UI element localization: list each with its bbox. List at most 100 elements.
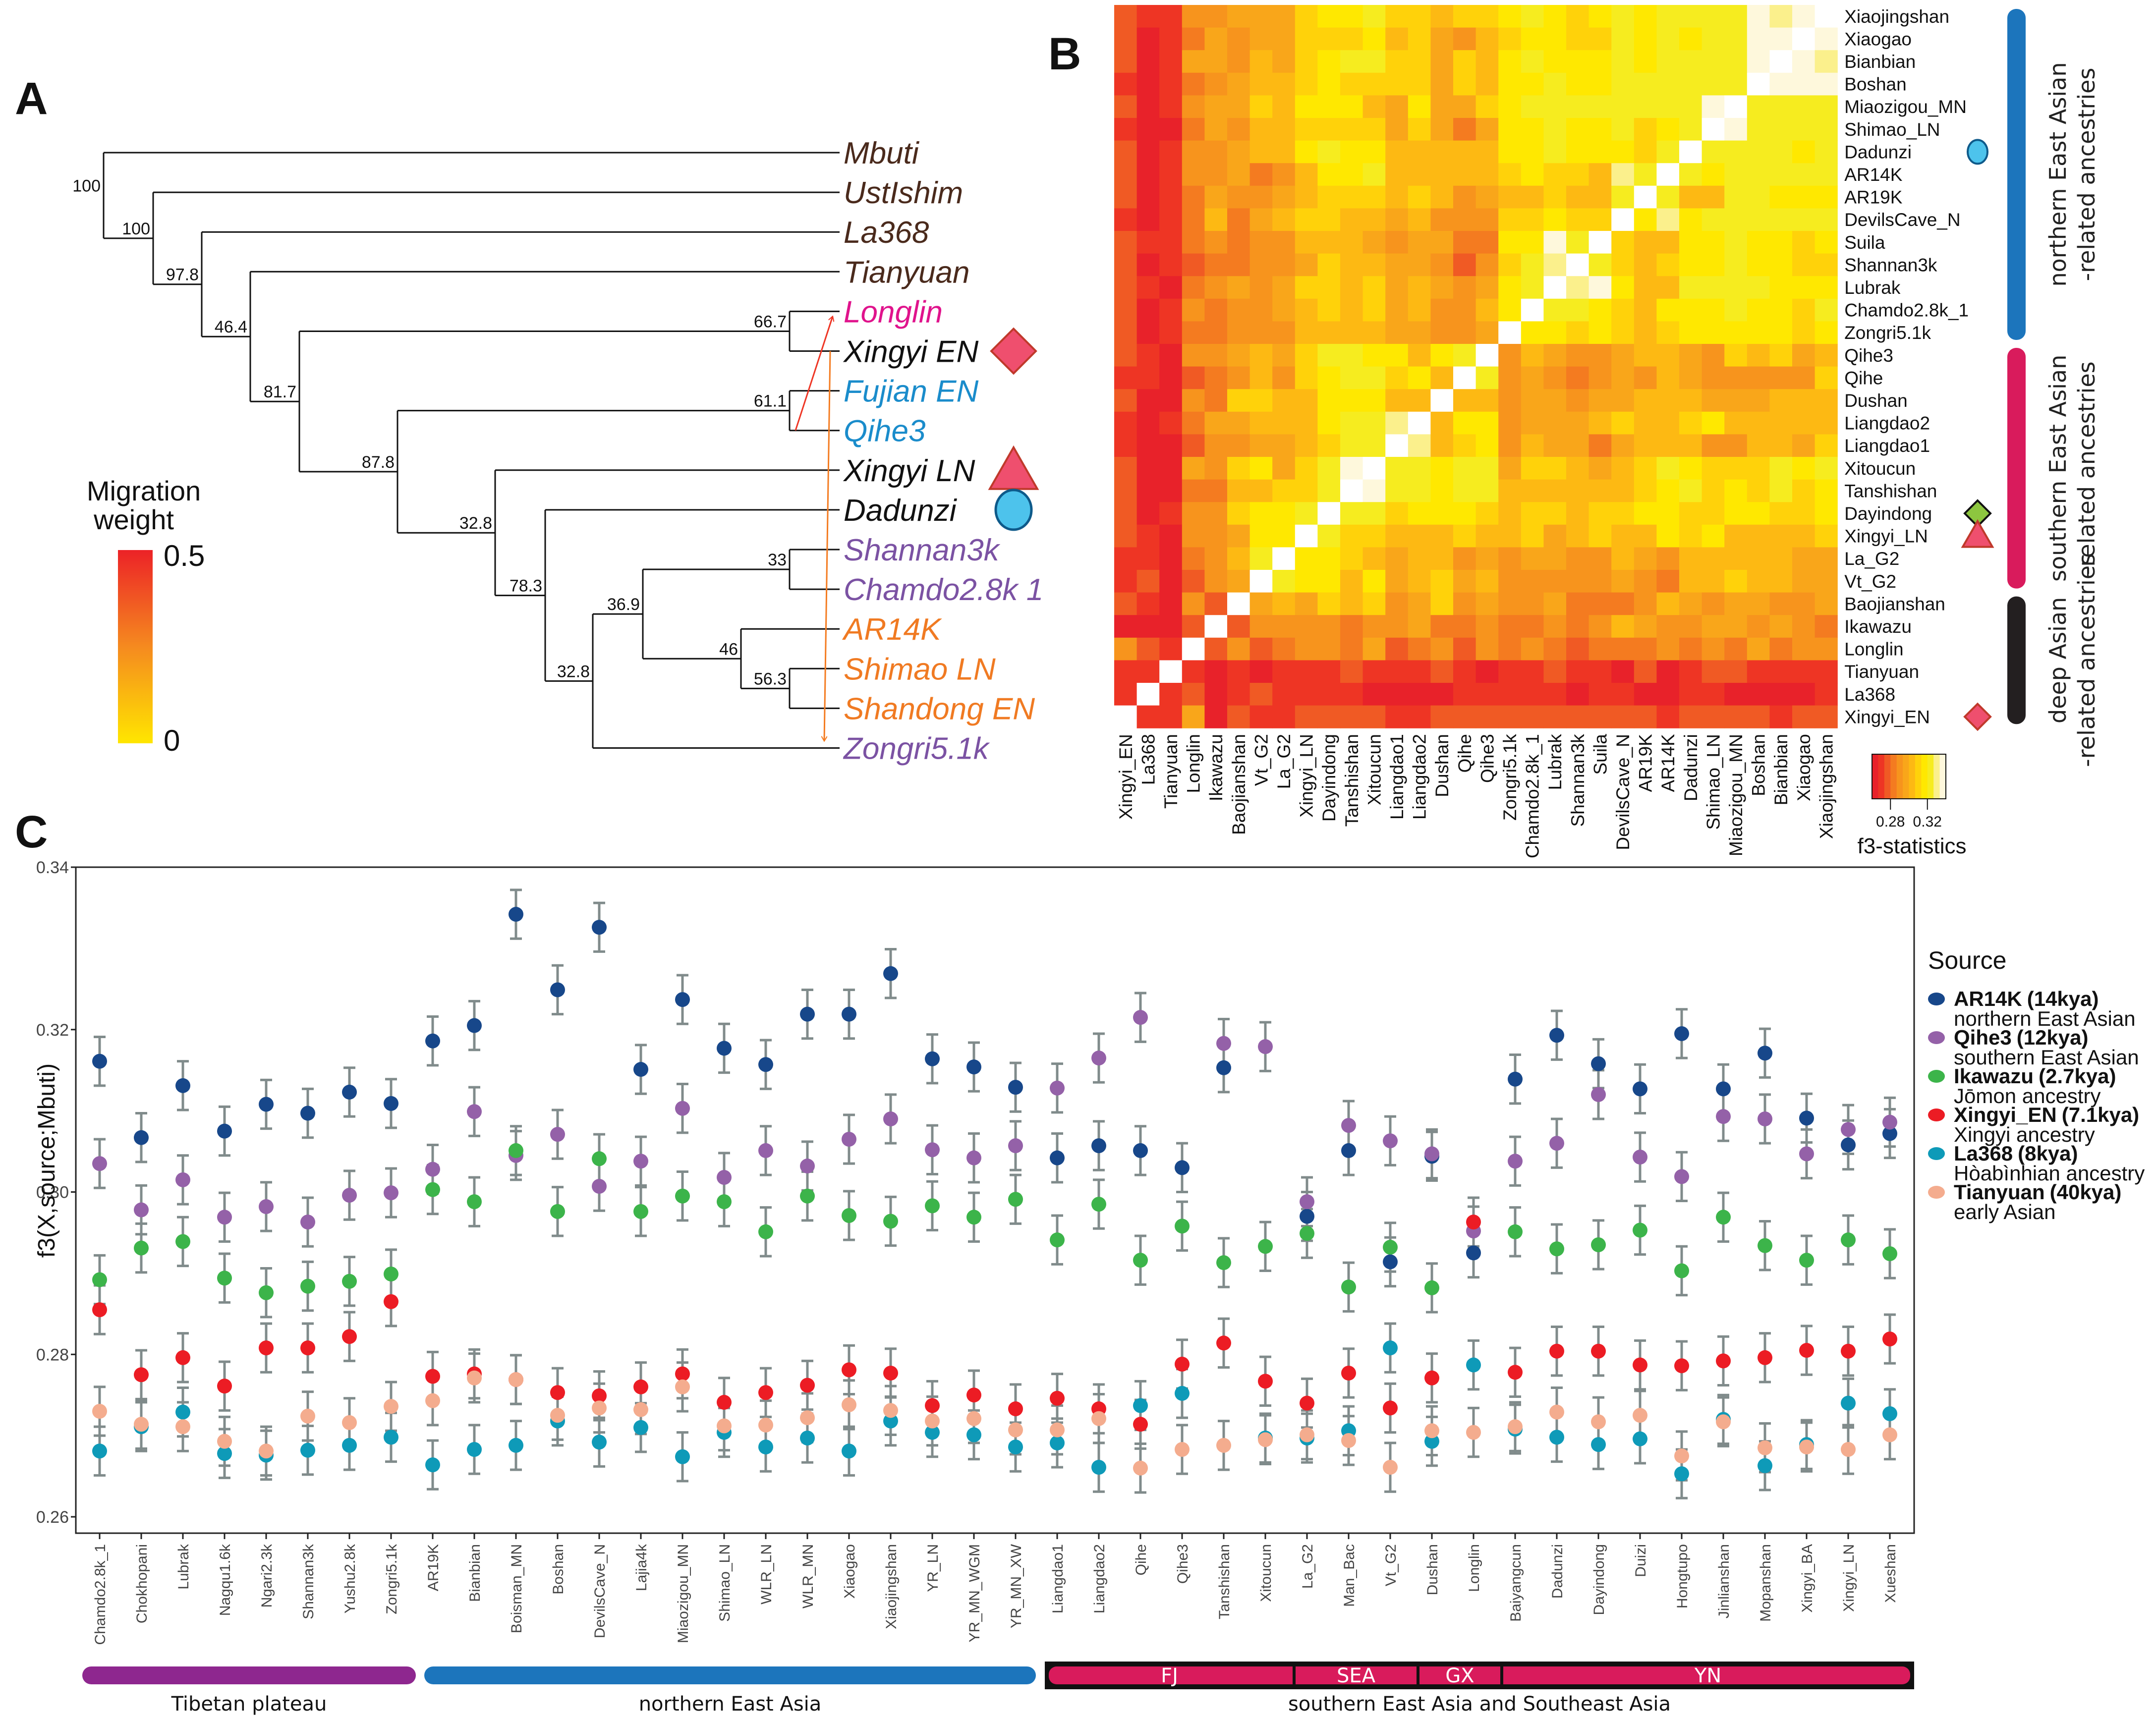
- heatmap-cell: [1114, 321, 1137, 344]
- data-point: [1841, 1122, 1856, 1137]
- heatmap-cell: [1724, 434, 1748, 457]
- heatmap-cell: [1159, 637, 1183, 661]
- f3-colorbar-segment: [1909, 754, 1916, 799]
- heatmap-cell: [1385, 479, 1409, 502]
- heatmap-row-label: Baojianshan: [1844, 594, 1945, 614]
- heatmap-cell: [1136, 72, 1160, 96]
- region-label: northern East Asia: [639, 1693, 822, 1716]
- heatmap-cell: [1498, 637, 1522, 661]
- data-point: [1341, 1143, 1356, 1158]
- heatmap-cell: [1475, 208, 1499, 231]
- heatmap-cell: [1204, 479, 1228, 502]
- heatmap-cell: [1724, 547, 1748, 570]
- heatmap-cell: [1272, 140, 1296, 164]
- heatmap-cell: [1724, 50, 1748, 73]
- data-point: [134, 1367, 149, 1383]
- data-point: [1216, 1036, 1231, 1051]
- x-axis-tick-label: YR_LN: [925, 1544, 941, 1592]
- triangle-marker-icon: [1961, 519, 1994, 548]
- data-point: [966, 1427, 981, 1442]
- data-point: [1175, 1386, 1190, 1401]
- heatmap-cell: [1589, 321, 1612, 344]
- ancestry-group-label: -related ancestries: [2073, 68, 2100, 281]
- heatmap-cell: [1227, 5, 1250, 28]
- heatmap-cell: [1295, 637, 1318, 661]
- heatmap-cell: [1136, 50, 1160, 73]
- heatmap-cell: [1317, 276, 1341, 299]
- heatmap-cell: [1702, 118, 1725, 141]
- heatmap-cell: [1249, 411, 1273, 435]
- heatmap-cell: [1475, 231, 1499, 254]
- heatmap-cell: [1159, 5, 1183, 28]
- data-point: [1674, 1263, 1689, 1278]
- heatmap-cell: [1430, 140, 1454, 164]
- heatmap-cell: [1724, 615, 1748, 638]
- data-point: [1341, 1118, 1356, 1133]
- heatmap-cell: [1362, 140, 1386, 164]
- heatmap-cell: [1656, 118, 1680, 141]
- heatmap-cell: [1430, 72, 1454, 96]
- heatmap-cell: [1114, 140, 1137, 164]
- heatmap-cell: [1136, 524, 1160, 548]
- heatmap-cell: [1634, 457, 1657, 480]
- heatmap-cell: [1182, 637, 1205, 661]
- region-bar: [1049, 1666, 1910, 1684]
- heatmap-cell: [1634, 479, 1657, 502]
- heatmap-cell: [1792, 27, 1816, 51]
- heatmap-cell: [1792, 434, 1816, 457]
- x-axis-tick-label: Liangdao2: [1091, 1544, 1108, 1613]
- data-point: [92, 1443, 107, 1459]
- heatmap-cell: [1724, 72, 1748, 96]
- data-point: [1383, 1254, 1398, 1270]
- x-axis-tick-label: Boshan: [550, 1544, 567, 1595]
- heatmap-cell: [1475, 411, 1499, 435]
- heatmap-cell: [1724, 592, 1748, 615]
- heatmap-cell: [1747, 118, 1770, 141]
- heatmap-cell: [1634, 615, 1657, 638]
- heatmap-cell: [1724, 637, 1748, 661]
- heatmap-cell: [1566, 592, 1589, 615]
- legend-swatch: [1928, 1031, 1945, 1044]
- heatmap-cell: [1272, 524, 1296, 548]
- heatmap-cell: [1136, 253, 1160, 277]
- heatmap-column-label: La_G2: [1274, 734, 1294, 789]
- heatmap-cell: [1589, 72, 1612, 96]
- circle-marker-icon: [1967, 139, 1988, 165]
- heatmap-cell: [1498, 231, 1522, 254]
- heatmap-cell: [1498, 50, 1522, 73]
- data-point: [925, 1413, 940, 1429]
- heatmap-cell: [1543, 50, 1567, 73]
- heatmap-cell: [1679, 140, 1702, 164]
- heatmap-cell: [1249, 502, 1273, 525]
- heatmap-cell: [1182, 434, 1205, 457]
- heatmap-cell: [1543, 276, 1567, 299]
- heatmap-cell: [1521, 276, 1544, 299]
- x-axis-tick-label: Hongtupo: [1674, 1544, 1691, 1608]
- heatmap-cell: [1317, 208, 1341, 231]
- heatmap-cell: [1114, 434, 1137, 457]
- region-bar: [82, 1666, 416, 1684]
- heatmap-cell: [1272, 411, 1296, 435]
- x-axis-tick-label: Chamdo2.8k_1: [92, 1544, 109, 1645]
- heatmap-cell: [1769, 95, 1793, 118]
- heatmap-cell: [1340, 185, 1363, 209]
- data-point: [675, 992, 690, 1007]
- heatmap-cell: [1521, 547, 1544, 570]
- heatmap-cell: [1679, 344, 1702, 367]
- heatmap-cell: [1475, 344, 1499, 367]
- heatmap-cell: [1453, 231, 1476, 254]
- heatmap-cell: [1182, 72, 1205, 96]
- heatmap-cell: [1362, 366, 1386, 389]
- heatmap-cell: [1589, 479, 1612, 502]
- data-point: [1882, 1114, 1897, 1130]
- heatmap-cell: [1114, 570, 1137, 593]
- data-point: [675, 1379, 690, 1394]
- heatmap-cell: [1679, 524, 1702, 548]
- data-point: [1216, 1255, 1231, 1271]
- data-point: [800, 1006, 815, 1022]
- heatmap-cell: [1317, 27, 1341, 51]
- data-point: [342, 1084, 357, 1100]
- data-point: [1882, 1406, 1897, 1421]
- heatmap-cell: [1204, 592, 1228, 615]
- heatmap-cell: [1656, 479, 1680, 502]
